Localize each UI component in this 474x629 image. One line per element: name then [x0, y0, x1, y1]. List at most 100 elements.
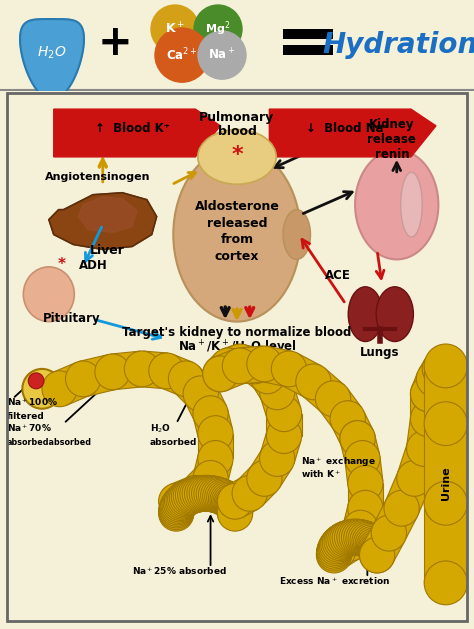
- Circle shape: [250, 358, 285, 394]
- Circle shape: [357, 530, 393, 565]
- Polygon shape: [198, 433, 233, 459]
- Polygon shape: [343, 504, 383, 533]
- Circle shape: [213, 485, 248, 521]
- Circle shape: [65, 361, 101, 397]
- Circle shape: [191, 476, 227, 511]
- Circle shape: [180, 476, 215, 512]
- Polygon shape: [250, 448, 292, 488]
- Polygon shape: [336, 523, 353, 556]
- Circle shape: [356, 528, 392, 564]
- Text: released: released: [207, 216, 267, 230]
- Circle shape: [217, 494, 253, 530]
- Circle shape: [322, 525, 357, 560]
- Text: Target's kidney to normalize blood: Target's kidney to normalize blood: [122, 326, 352, 339]
- Polygon shape: [217, 486, 240, 515]
- Text: absorbedabsorbed: absorbedabsorbed: [7, 438, 91, 447]
- Text: Na$^+$/K$^+$/H$_2$O level: Na$^+$/K$^+$/H$_2$O level: [178, 339, 296, 357]
- Circle shape: [315, 381, 351, 416]
- Polygon shape: [407, 416, 446, 451]
- Polygon shape: [54, 109, 220, 157]
- Polygon shape: [160, 503, 194, 515]
- Polygon shape: [208, 353, 241, 387]
- Polygon shape: [332, 411, 374, 447]
- Polygon shape: [183, 465, 223, 506]
- Circle shape: [260, 374, 295, 409]
- Circle shape: [348, 465, 383, 501]
- Circle shape: [410, 376, 446, 412]
- Circle shape: [266, 396, 301, 431]
- Ellipse shape: [283, 209, 310, 259]
- Text: from: from: [220, 233, 254, 247]
- Text: Ca$^{2+}$: Ca$^{2+}$: [166, 47, 198, 64]
- Circle shape: [214, 486, 249, 522]
- Text: Na$^+$70%: Na$^+$70%: [7, 422, 52, 433]
- Text: Hydration: Hydration: [322, 31, 474, 59]
- Polygon shape: [213, 479, 229, 513]
- Polygon shape: [319, 540, 352, 557]
- Text: *: *: [57, 257, 65, 272]
- Text: Aldosterone: Aldosterone: [194, 199, 280, 213]
- Circle shape: [247, 346, 282, 382]
- Circle shape: [163, 485, 199, 521]
- Circle shape: [352, 523, 387, 559]
- Circle shape: [428, 348, 464, 384]
- Polygon shape: [359, 543, 393, 557]
- Circle shape: [173, 478, 209, 514]
- Circle shape: [266, 418, 301, 454]
- Circle shape: [159, 491, 195, 526]
- Circle shape: [424, 402, 467, 445]
- Polygon shape: [355, 520, 361, 555]
- Circle shape: [169, 480, 205, 516]
- Circle shape: [217, 491, 252, 526]
- Text: Na$^+$100%: Na$^+$100%: [7, 396, 58, 408]
- Circle shape: [343, 510, 378, 546]
- Circle shape: [358, 532, 393, 567]
- Polygon shape: [179, 481, 197, 514]
- Circle shape: [359, 537, 395, 573]
- Circle shape: [215, 487, 250, 523]
- Polygon shape: [244, 352, 278, 390]
- Circle shape: [407, 431, 442, 467]
- Polygon shape: [346, 520, 355, 555]
- Circle shape: [359, 535, 395, 571]
- Circle shape: [205, 479, 240, 515]
- Circle shape: [330, 520, 365, 556]
- Circle shape: [271, 351, 307, 387]
- Circle shape: [42, 371, 77, 407]
- Circle shape: [424, 561, 467, 605]
- Circle shape: [345, 440, 380, 476]
- Circle shape: [198, 31, 246, 79]
- Polygon shape: [419, 360, 455, 388]
- Polygon shape: [261, 347, 292, 386]
- Polygon shape: [424, 424, 467, 503]
- Ellipse shape: [376, 287, 413, 342]
- Polygon shape: [269, 109, 436, 157]
- Polygon shape: [359, 533, 388, 557]
- Polygon shape: [362, 525, 404, 564]
- Polygon shape: [49, 192, 156, 250]
- Polygon shape: [209, 476, 217, 512]
- Circle shape: [330, 401, 365, 437]
- Polygon shape: [20, 19, 84, 99]
- Ellipse shape: [198, 130, 276, 184]
- Circle shape: [237, 348, 272, 384]
- Circle shape: [198, 440, 233, 476]
- Polygon shape: [336, 518, 375, 553]
- Text: Pulmonary: Pulmonary: [200, 111, 274, 124]
- Circle shape: [232, 476, 267, 511]
- Polygon shape: [339, 521, 354, 556]
- Polygon shape: [185, 386, 226, 421]
- Circle shape: [260, 440, 295, 476]
- Text: Lungs: Lungs: [360, 346, 400, 359]
- Circle shape: [159, 494, 194, 530]
- Circle shape: [95, 354, 130, 390]
- Polygon shape: [359, 527, 382, 557]
- Circle shape: [424, 481, 467, 525]
- Circle shape: [218, 495, 253, 531]
- Circle shape: [194, 5, 242, 53]
- Polygon shape: [169, 488, 194, 516]
- Polygon shape: [173, 366, 213, 406]
- Polygon shape: [321, 536, 352, 557]
- Circle shape: [184, 476, 220, 511]
- Circle shape: [175, 477, 210, 513]
